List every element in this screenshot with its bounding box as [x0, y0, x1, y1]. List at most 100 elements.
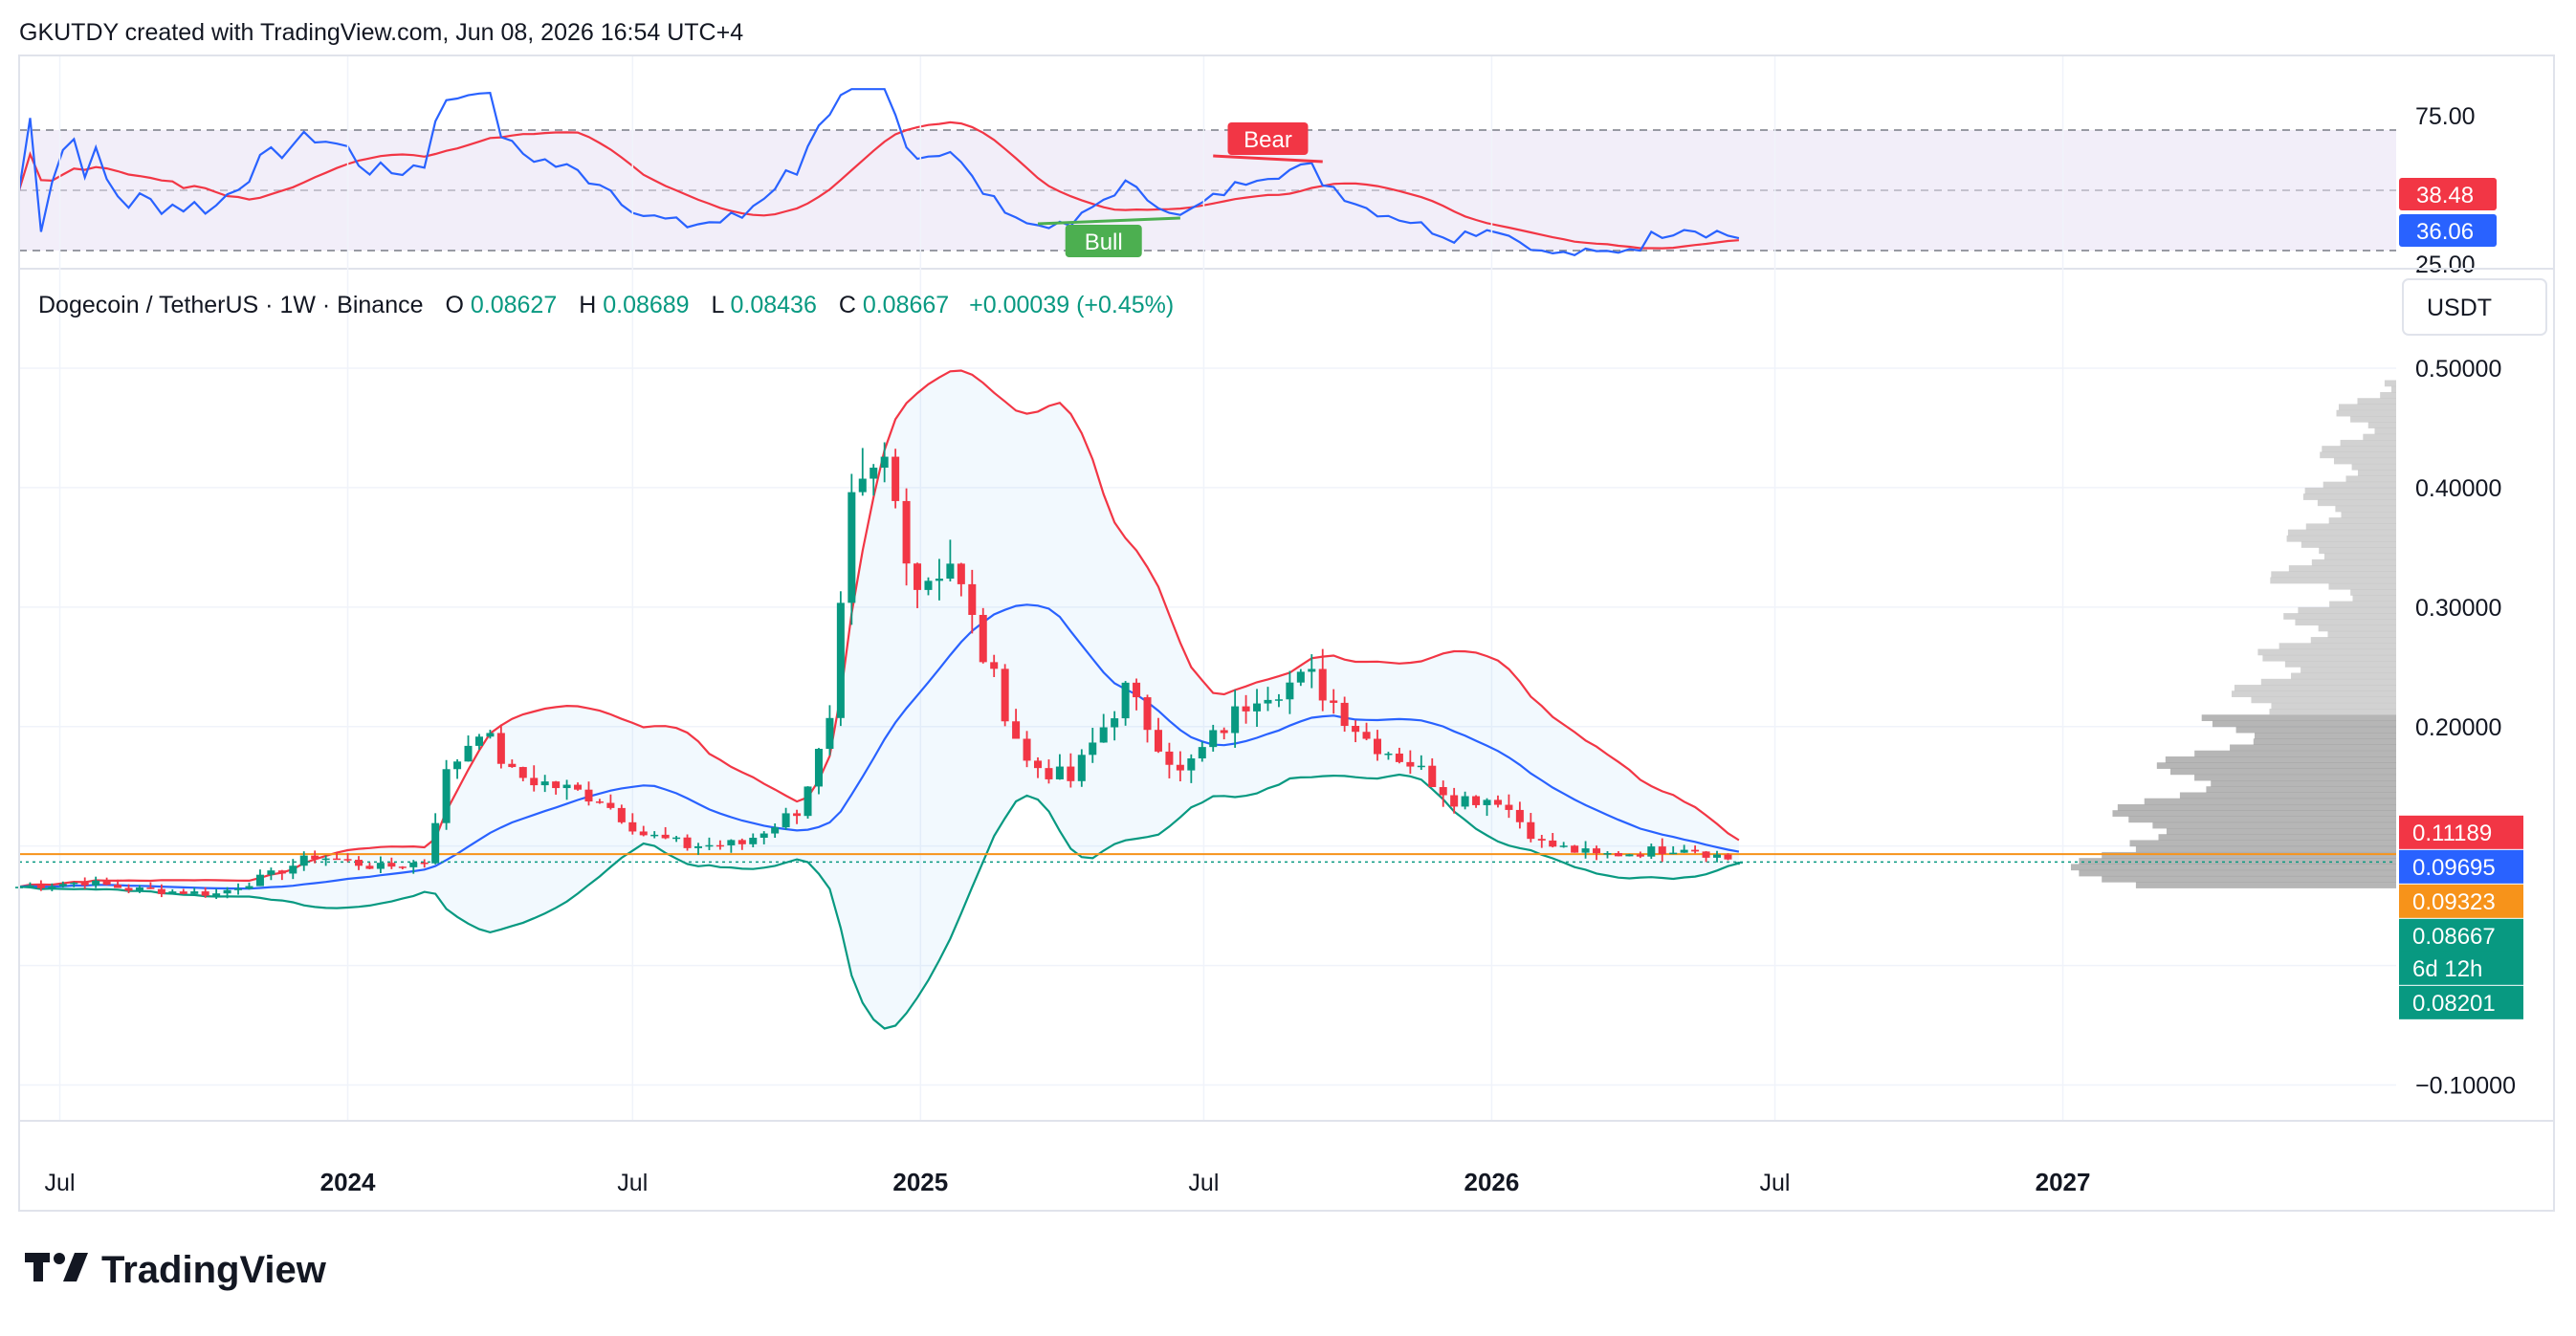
price-tag-box [2399, 918, 2523, 953]
price-grid [19, 55, 2396, 1121]
candle-body [1220, 730, 1228, 734]
price-tick-label: 0.40000 [2415, 475, 2501, 502]
candle-body [409, 862, 418, 867]
volume-profile-bar [2270, 577, 2396, 584]
volume-profile-bar [2352, 595, 2396, 602]
candle-body [486, 733, 495, 737]
candle-body [1439, 787, 1447, 796]
candle-body [190, 891, 199, 894]
volume-profile-bar [2079, 869, 2396, 877]
time-tick-label: 2027 [2036, 1168, 2091, 1196]
candle-body [1089, 742, 1097, 756]
candle-body [1330, 700, 1338, 703]
time-tick-label: 2026 [1464, 1168, 1520, 1196]
candle-body [245, 886, 253, 889]
candle-body [1636, 854, 1644, 857]
price-tick-label: −0.10000 [2415, 1073, 2516, 1100]
candle-body [289, 865, 297, 874]
volume-profile-bar [2323, 481, 2396, 489]
candle-body [135, 887, 143, 891]
volume-profile-bar [2357, 398, 2396, 405]
candle-body [793, 813, 802, 817]
time-tick-label: 2024 [320, 1168, 376, 1196]
rsi-tick-25: 25.00 [2415, 252, 2476, 278]
candle-body [584, 789, 593, 802]
candle-body [1395, 753, 1403, 762]
volume-profile-bar [2301, 541, 2396, 548]
volume-profile-bar [2235, 726, 2396, 734]
candle-body [760, 833, 768, 838]
volume-profile-bar [2234, 685, 2396, 691]
tradingview-logo[interactable]: TradingView [25, 1249, 327, 1291]
candle-body [311, 855, 319, 860]
candle-body [870, 468, 878, 479]
volume-profile-bar [2144, 798, 2396, 805]
price-tick-label: 0.50000 [2415, 356, 2501, 383]
rsi-line [17, 88, 1740, 256]
candle-body [1067, 766, 1075, 781]
currency-button-label[interactable]: USDT [2427, 295, 2492, 321]
volume-profile-bar [2079, 858, 2396, 865]
volume-profile-bar [2350, 589, 2396, 596]
candle-body [639, 831, 648, 836]
candle-body [1658, 846, 1666, 855]
candle-body [1055, 766, 1064, 779]
candle-body [1669, 852, 1678, 855]
price-tag-box [2399, 884, 2523, 918]
volume-profile-bar [2302, 493, 2396, 500]
candle-body [1165, 751, 1174, 765]
time-tick-label: Jul [1760, 1170, 1791, 1196]
candle-body [880, 456, 889, 469]
candle-body [968, 583, 977, 615]
rsi-layer: Bear Bull [17, 88, 1740, 257]
candle-body [694, 845, 703, 848]
candle-body [102, 880, 111, 886]
volume-profile-bar [2301, 667, 2396, 674]
rsi-ma-tag: 38.48 [2399, 178, 2497, 210]
bb-lower-line [18, 773, 1740, 1030]
rsi-value-tag: 36.06 [2399, 214, 2497, 247]
volume-profile-bar [2363, 433, 2396, 441]
time-axis[interactable]: Jul 2024 Jul 2025 Jul 2026 Jul 2027 [45, 1168, 2091, 1196]
volume-profile-bar [2287, 529, 2396, 537]
candle-body [255, 874, 264, 887]
candle-body [1308, 668, 1316, 672]
candle-body [48, 886, 56, 888]
price-tag-label: 0.11189 [2412, 821, 2492, 846]
candle-body [814, 749, 823, 787]
bear-divergence-line [1213, 154, 1323, 164]
candle-body [1023, 738, 1031, 761]
candle-body [661, 834, 670, 839]
candle-body [398, 866, 407, 868]
candle-body [892, 456, 900, 501]
legend-c-value: 0.08667 [863, 292, 949, 318]
candle-body [727, 840, 736, 845]
candle-body [1133, 682, 1141, 698]
volume-profile-bar [2206, 786, 2396, 793]
volume-profile-bar [2305, 523, 2396, 531]
candle-body [179, 891, 187, 894]
candle-body [1472, 796, 1481, 805]
legend-change: +0.00039 (+0.45%) [969, 292, 1174, 318]
price-tag-box [2399, 985, 2523, 1019]
candle-body [1121, 682, 1130, 719]
candle-body [124, 887, 133, 891]
candle-body [1724, 854, 1732, 860]
time-tick-label: Jul [1188, 1170, 1219, 1196]
bb-basis-line [18, 603, 1740, 890]
price-tag: 0.09695 [2399, 849, 2523, 884]
candle-body [1274, 699, 1283, 701]
volume-profile-bar [2271, 571, 2396, 579]
candle-body [1537, 839, 1546, 841]
currency-button[interactable]: USDT [2402, 278, 2547, 336]
candle-body [935, 579, 943, 581]
price-tags: 0.11189 0.09695 0.09323 0.08667 6d 12h 0.0820… [2399, 815, 2523, 1019]
candle-body [36, 885, 45, 888]
candle-body [201, 891, 209, 896]
candle-body [562, 784, 571, 789]
price-tag-label: 0.08201 [2412, 991, 2496, 1017]
candle-body [431, 822, 440, 864]
candle-body [114, 885, 122, 888]
volume-profile-bar [2350, 415, 2396, 423]
volume-profile-bar [2129, 840, 2396, 847]
